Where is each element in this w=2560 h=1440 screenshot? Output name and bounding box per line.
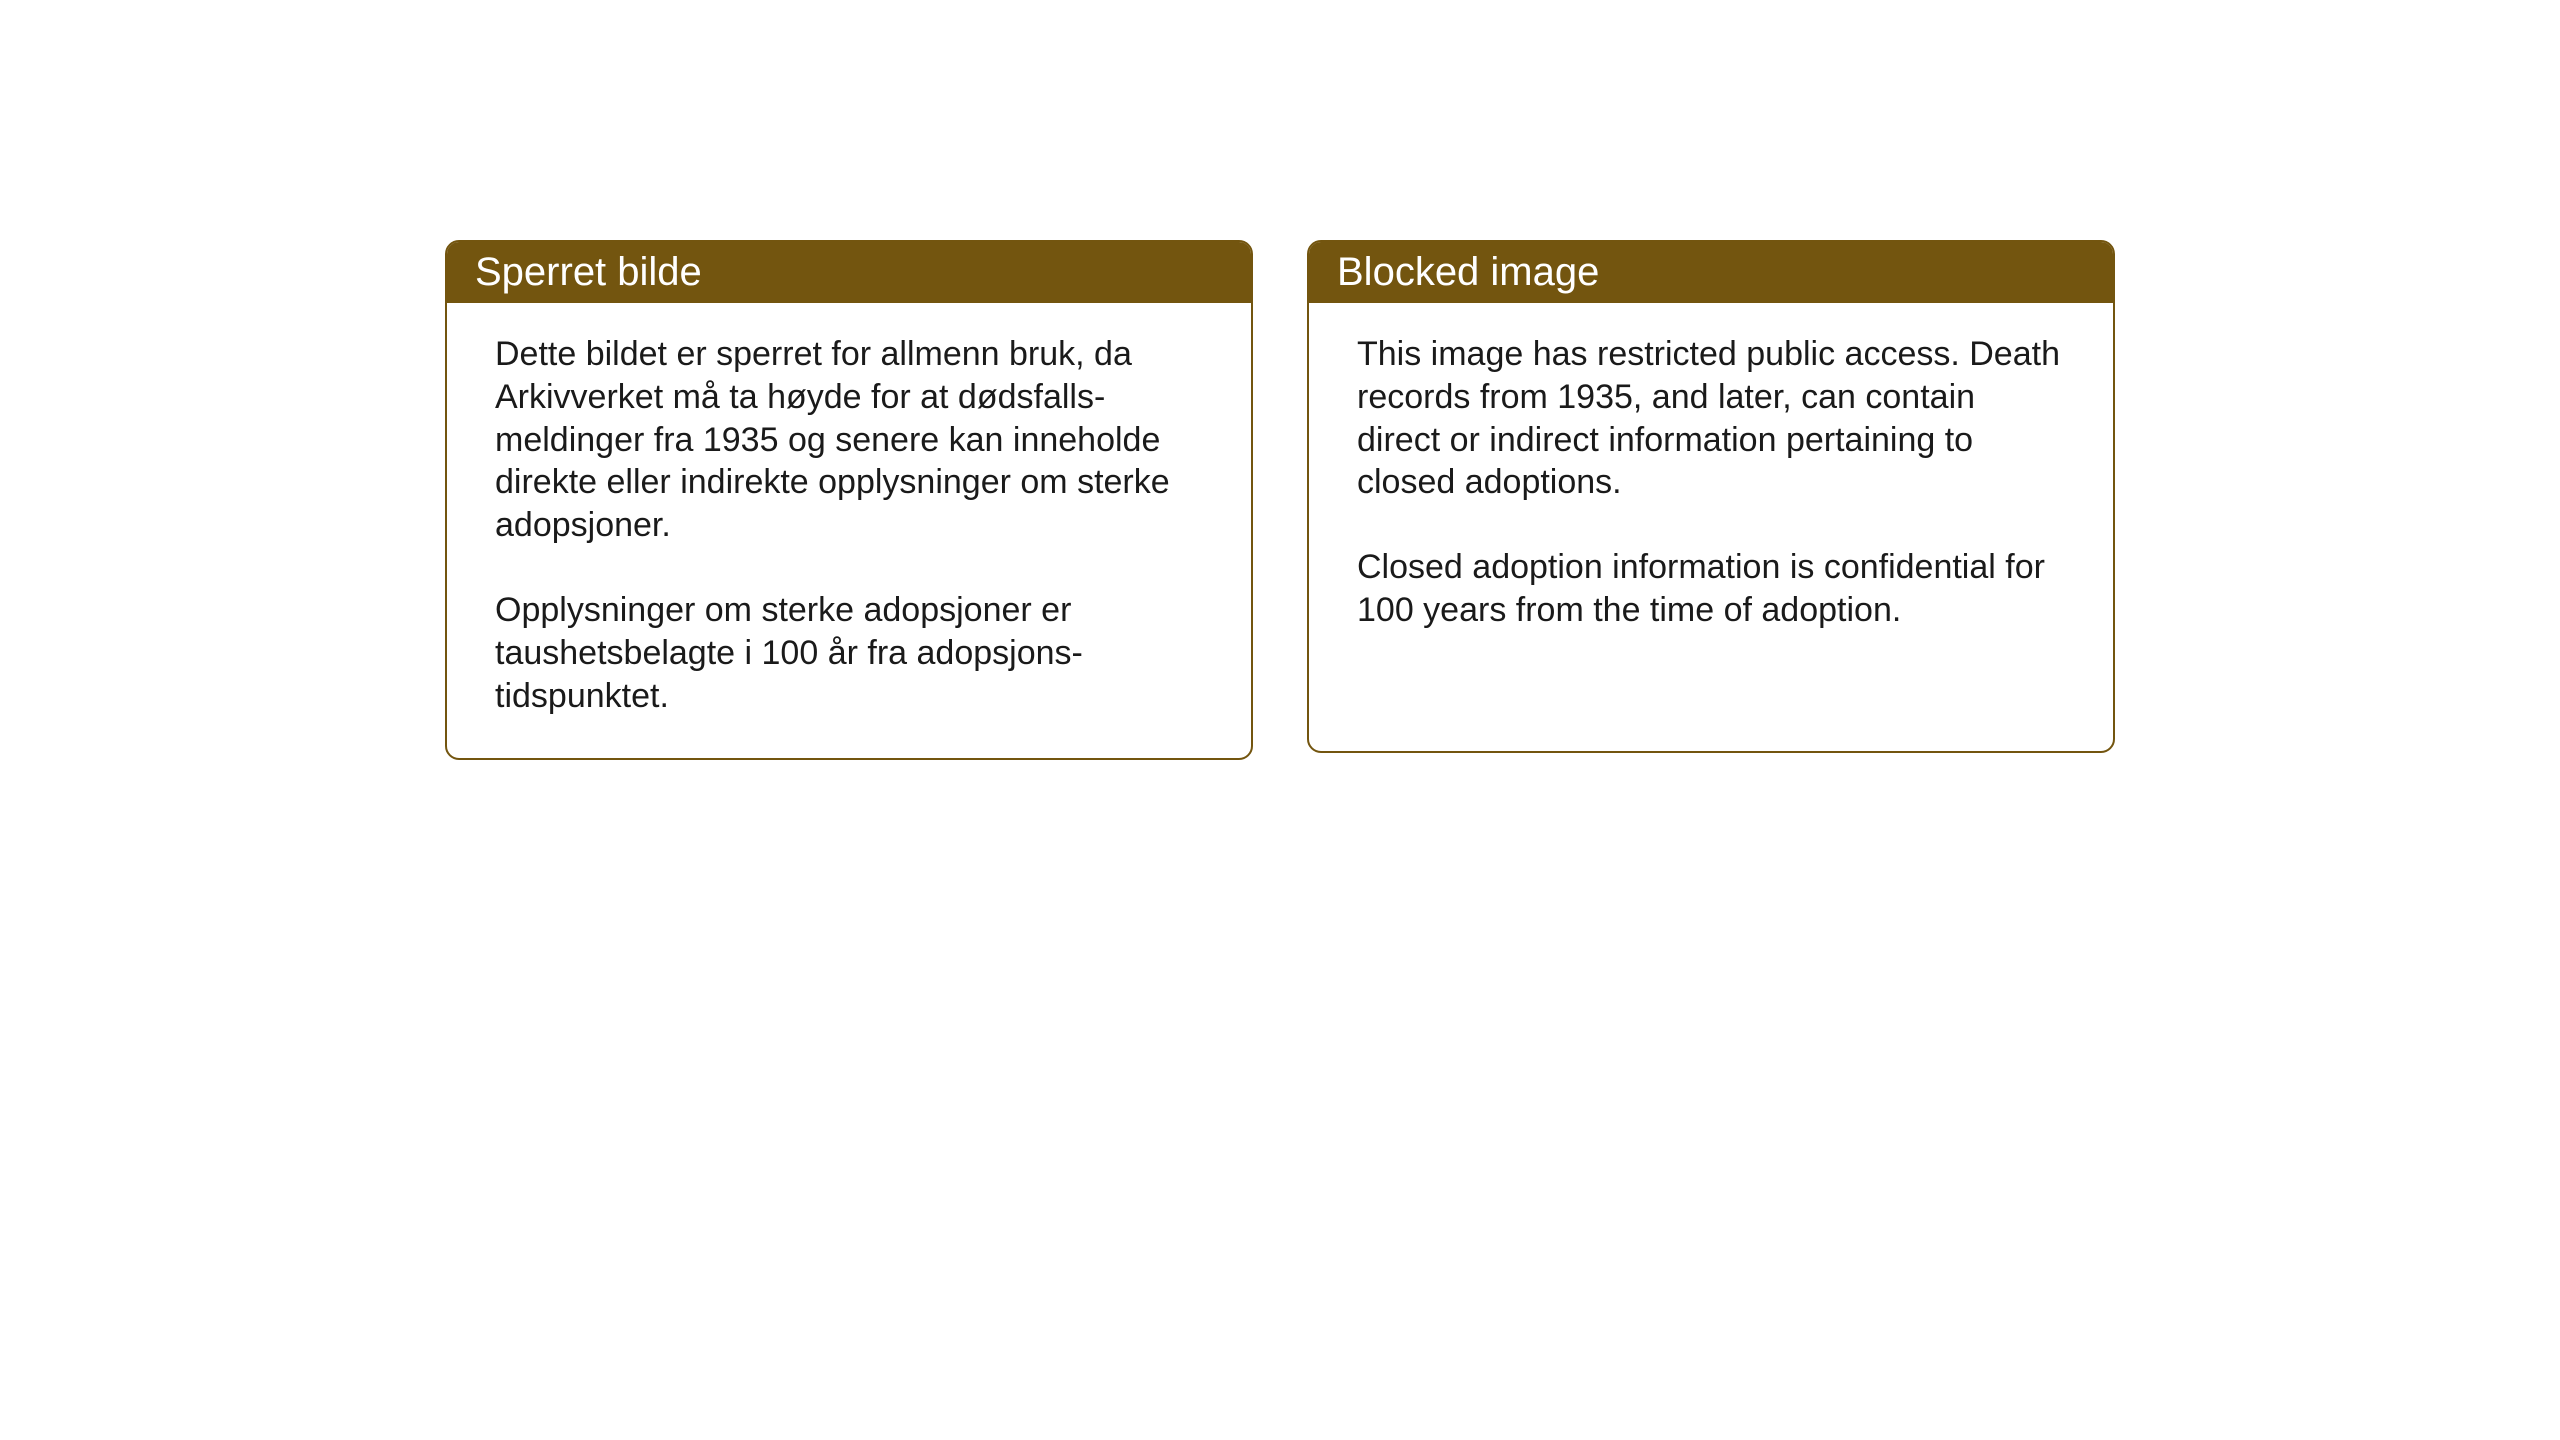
- notice-body-english: This image has restricted public access.…: [1309, 303, 2113, 672]
- notice-container: Sperret bilde Dette bildet er sperret fo…: [0, 0, 2560, 760]
- notice-paragraph-1-english: This image has restricted public access.…: [1357, 333, 2065, 504]
- notice-paragraph-1-norwegian: Dette bildet er sperret for allmenn bruk…: [495, 333, 1203, 547]
- notice-header-english: Blocked image: [1309, 242, 2113, 303]
- notice-body-norwegian: Dette bildet er sperret for allmenn bruk…: [447, 303, 1251, 758]
- notice-header-norwegian: Sperret bilde: [447, 242, 1251, 303]
- notice-card-english: Blocked image This image has restricted …: [1307, 240, 2115, 753]
- notice-card-norwegian: Sperret bilde Dette bildet er sperret fo…: [445, 240, 1253, 760]
- notice-paragraph-2-english: Closed adoption information is confident…: [1357, 546, 2065, 632]
- notice-paragraph-2-norwegian: Opplysninger om sterke adopsjoner er tau…: [495, 589, 1203, 717]
